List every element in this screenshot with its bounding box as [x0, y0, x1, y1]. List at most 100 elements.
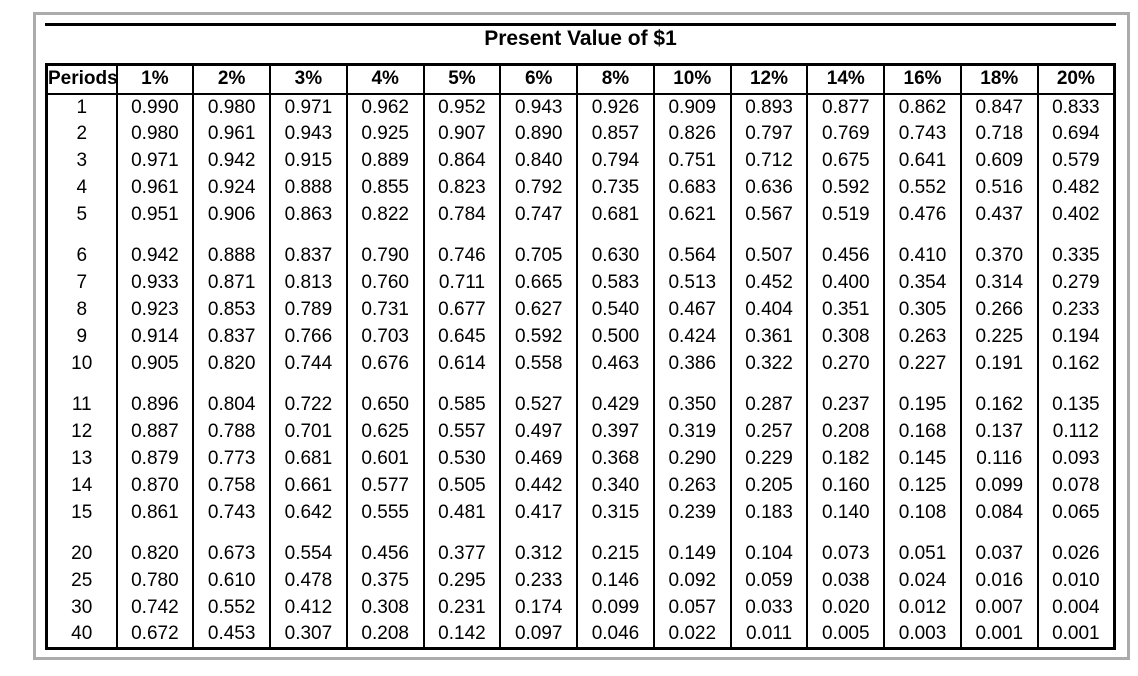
- pv-factor-cell: 0.766: [269, 323, 348, 351]
- pv-factor-cell: 0.279: [1036, 269, 1116, 297]
- pv-factor-cell: 0.703: [345, 323, 425, 351]
- pv-factor-cell: 0.790: [345, 242, 425, 270]
- spacer-cell: [959, 377, 1039, 392]
- spacer-cell: [729, 377, 809, 392]
- pv-factor-cell: 0.097: [499, 621, 579, 649]
- period-cell: 4: [45, 174, 118, 202]
- pv-factor-cell: 0.672: [115, 621, 195, 649]
- pv-factor-cell: 0.826: [652, 120, 732, 148]
- pv-factor-cell: 0.744: [269, 350, 348, 378]
- pv-factor-cell: 0.237: [806, 391, 886, 419]
- pv-factor-cell: 0.681: [576, 201, 655, 229]
- pv-factor-cell: 0.743: [192, 499, 272, 527]
- spacer-cell: [499, 526, 579, 541]
- pv-factor-cell: 0.722: [269, 391, 348, 419]
- pv-factor-cell: 0.933: [115, 269, 195, 297]
- pv-factor-cell: 0.747: [499, 201, 579, 229]
- pv-factor-cell: 0.760: [345, 269, 425, 297]
- pv-factor-cell: 0.322: [729, 350, 809, 378]
- pv-factor-cell: 0.731: [345, 296, 425, 324]
- pv-factor-cell: 0.925: [345, 120, 425, 148]
- pv-factor-cell: 0.162: [959, 391, 1039, 419]
- pv-factor-cell: 0.137: [959, 418, 1039, 446]
- pv-factor-cell: 0.108: [883, 499, 962, 527]
- spacer-cell: [269, 377, 348, 392]
- pv-factor-cell: 0.307: [269, 621, 348, 649]
- pv-factor-cell: 0.952: [422, 93, 502, 121]
- pv-factor-cell: 0.676: [345, 350, 425, 378]
- pv-factor-cell: 0.263: [652, 472, 732, 500]
- spacer-cell: [576, 526, 655, 541]
- pv-factor-cell: 0.001: [1036, 621, 1116, 649]
- pv-factor-cell: 0.099: [959, 472, 1039, 500]
- pv-factor-cell: 0.555: [345, 499, 425, 527]
- pv-factor-cell: 0.513: [652, 269, 732, 297]
- table-row: 1 0.990 0.980 0.971 0.962 0.952 0.943 0.926 0.90…: [45, 93, 1116, 121]
- table-row: 3 0.971 0.942 0.915 0.889 0.864 0.840 0.794 0.75…: [45, 147, 1116, 175]
- spacer-cell: [499, 377, 579, 392]
- spacer-cell: [269, 526, 348, 541]
- pv-factor-cell: 0.057: [652, 594, 732, 622]
- pv-factor-cell: 0.877: [806, 93, 886, 121]
- pv-factor-cell: 0.442: [499, 472, 579, 500]
- pv-factor-cell: 0.610: [192, 567, 272, 595]
- pv-factor-cell: 0.078: [1036, 472, 1116, 500]
- pv-factor-cell: 0.375: [345, 567, 425, 595]
- pv-factor-cell: 0.368: [576, 445, 655, 473]
- pv-factor-cell: 0.140: [806, 499, 886, 527]
- pv-factor-cell: 0.837: [192, 323, 272, 351]
- pv-factor-cell: 0.862: [883, 93, 962, 121]
- pv-factor-cell: 0.943: [269, 120, 348, 148]
- pv-factor-cell: 0.888: [192, 242, 272, 270]
- spacer-cell: [576, 377, 655, 392]
- pv-factor-cell: 0.410: [883, 242, 962, 270]
- spacer-cell: [883, 377, 962, 392]
- pv-factor-cell: 0.456: [806, 242, 886, 270]
- pv-factor-cell: 0.942: [192, 147, 272, 175]
- spacer-cell: [1036, 377, 1116, 392]
- pv-factor-cell: 0.527: [499, 391, 579, 419]
- pv-factor-cell: 0.990: [115, 93, 195, 121]
- pv-factor-cell: 0.675: [806, 147, 886, 175]
- spacer-cell: [45, 377, 118, 392]
- pv-factor-cell: 0.773: [192, 445, 272, 473]
- spacer-cell: [652, 377, 732, 392]
- pv-factor-cell: 0.888: [269, 174, 348, 202]
- pv-factor-cell: 0.478: [269, 567, 348, 595]
- pv-factor-cell: 0.833: [1036, 93, 1116, 121]
- pv-factor-cell: 0.621: [652, 201, 732, 229]
- pv-factor-cell: 0.481: [422, 499, 502, 527]
- pv-factor-cell: 0.354: [883, 269, 962, 297]
- pv-factor-cell: 0.579: [1036, 147, 1116, 175]
- pv-factor-cell: 0.780: [115, 567, 195, 595]
- spacer-cell: [192, 526, 272, 541]
- rate-column-header: 1%: [115, 63, 195, 95]
- period-cell: 15: [45, 499, 118, 527]
- pv-factor-cell: 0.784: [422, 201, 502, 229]
- pv-factor-cell: 0.059: [729, 567, 809, 595]
- pv-factor-cell: 0.887: [115, 418, 195, 446]
- spacer-cell: [729, 228, 809, 243]
- period-cell: 1: [45, 93, 118, 121]
- pv-factor-cell: 0.552: [883, 174, 962, 202]
- pv-factor-cell: 0.424: [652, 323, 732, 351]
- pv-factor-cell: 0.650: [345, 391, 425, 419]
- pv-factor-cell: 0.476: [883, 201, 962, 229]
- spacer-cell: [192, 377, 272, 392]
- period-cell: 11: [45, 391, 118, 419]
- spacer-cell: [576, 228, 655, 243]
- pv-factor-cell: 0.312: [499, 540, 579, 568]
- pv-factor-cell: 0.026: [1036, 540, 1116, 568]
- pv-factor-cell: 0.469: [499, 445, 579, 473]
- pv-factor-cell: 0.823: [422, 174, 502, 202]
- pv-factor-cell: 0.183: [729, 499, 809, 527]
- table-row: 13 0.879 0.773 0.681 0.601 0.530 0.469 0.368 0.2…: [45, 445, 1116, 473]
- period-cell: 3: [45, 147, 118, 175]
- pv-factor-cell: 0.104: [729, 540, 809, 568]
- pv-factor-cell: 0.482: [1036, 174, 1116, 202]
- pv-factor-cell: 0.162: [1036, 350, 1116, 378]
- pv-factor-cell: 0.636: [729, 174, 809, 202]
- pv-factor-cell: 0.792: [499, 174, 579, 202]
- pv-factor-cell: 0.437: [959, 201, 1039, 229]
- table-row: 30 0.742 0.552 0.412 0.308 0.231 0.174 0.099 0.0…: [45, 594, 1116, 622]
